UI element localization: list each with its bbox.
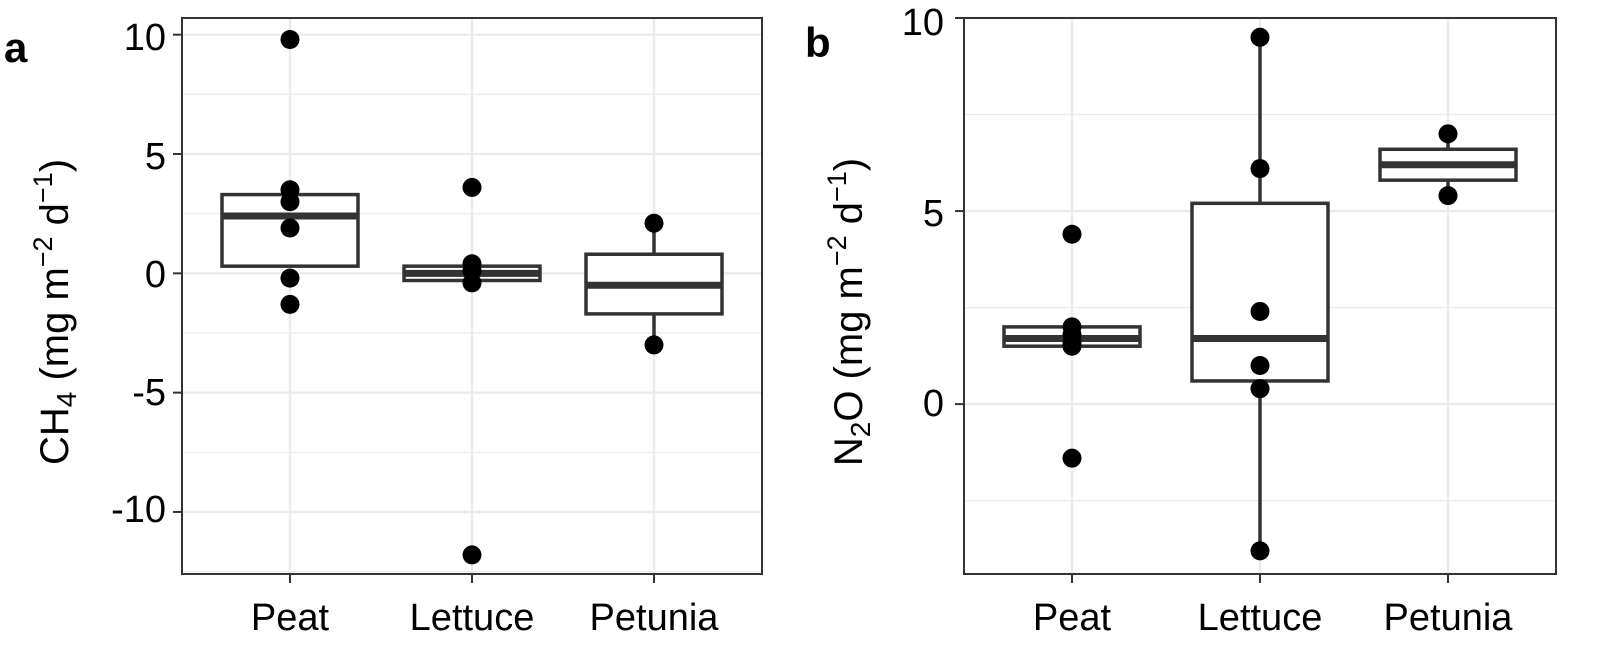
panel-a-x-tick-labels: Peat Lettuce Petunia [251, 597, 719, 639]
panel-a-point-petunia [644, 213, 664, 233]
panel-b-point-lettuce [1250, 301, 1270, 321]
panel-b-y-axis-title: N2O (mg m−2 d−1) [822, 158, 876, 466]
panel-b-point-lettuce [1250, 27, 1270, 47]
panel-b-x-tick-label: Petunia [1384, 597, 1514, 639]
panel-a-plot-area [173, 17, 763, 583]
panel-a-y-tick-label: -5 [132, 372, 166, 414]
panel-a-x-tick-label: Lettuce [410, 597, 535, 639]
panel-b-y-tick-labels: 10 5 0 [902, 2, 944, 425]
panel-a-x-tick-label: Peat [251, 597, 330, 639]
panel-b-point-petunia [1438, 186, 1458, 206]
panel-b-point-lettuce [1250, 379, 1270, 399]
panel-a-y-tick-label: -10 [111, 489, 166, 531]
panel-a-y-tick-label: 5 [145, 136, 166, 178]
panel-a-point-peat [280, 218, 300, 238]
panel-b-y-tick-label: 10 [902, 2, 944, 44]
panel-a-x-tick-label: Petunia [590, 597, 720, 639]
panel-a-point-peat [280, 192, 300, 212]
panel-b-y-tick-label: 0 [923, 383, 944, 425]
panel-b-point-peat [1062, 336, 1082, 356]
panel-a-point-lettuce [462, 273, 482, 293]
panel-a-y-axis-title: CH4 (mg m−2 d−1) [28, 159, 82, 465]
panel-a-point-lettuce [462, 545, 482, 565]
panel-a-point-lettuce [462, 177, 482, 197]
panel-a-y-tick-label: 0 [145, 254, 166, 296]
panel-b-box-lettuce [1190, 201, 1330, 383]
panel-b: b N2O (mg m−2 d−1) 10 5 0 Peat Lettuce P… [805, 2, 1557, 639]
panel-b-x-tick-label: Lettuce [1198, 597, 1323, 639]
panel-a-y-tick-labels: 10 5 0 -5 -10 [111, 17, 166, 531]
panel-b-point-petunia [1438, 124, 1458, 144]
panel-b-point-peat [1062, 224, 1082, 244]
panel-a-point-peat [280, 294, 300, 314]
panel-a-label: a [4, 24, 28, 71]
panel-b-y-tick-label: 5 [923, 193, 944, 235]
panel-a: a CH4 (mg m−2 d−1) 10 5 0 -5 -10 Peat Le… [4, 17, 763, 639]
panel-b-point-peat [1062, 448, 1082, 468]
panel-b-x-tick-label: Peat [1033, 597, 1112, 639]
panel-a-point-peat [280, 29, 300, 49]
panel-b-point-lettuce [1250, 159, 1270, 179]
panel-b-point-lettuce [1250, 356, 1270, 375]
panel-a-point-petunia [644, 335, 664, 355]
panel-b-x-tick-labels: Peat Lettuce Petunia [1033, 597, 1513, 639]
panel-a-y-tick-label: 10 [124, 17, 166, 59]
panel-b-point-lettuce [1250, 541, 1270, 561]
panel-a-point-peat [280, 268, 300, 288]
panel-b-label: b [805, 19, 831, 66]
panel-b-plot-area [955, 16, 1557, 583]
